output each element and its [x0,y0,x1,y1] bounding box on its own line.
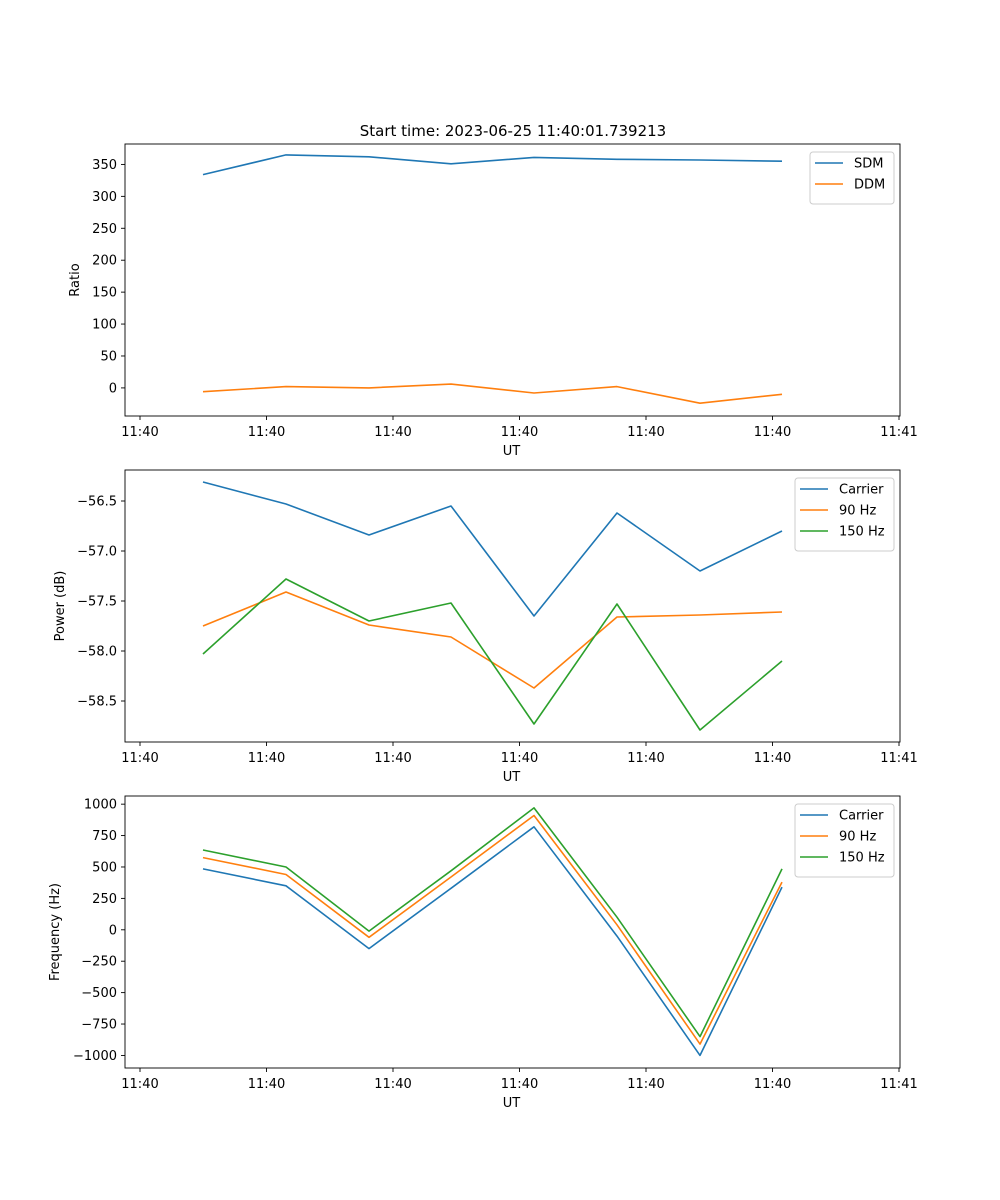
panels: 11:40 11:40 11:40 11:40 11:40 11:40 11:41 UT 0 50… [48,143,918,1111]
x-tick-label: 11:40 [374,425,411,440]
y-tick-label: 0 [109,923,117,938]
y-tick-label: −58.5 [77,695,117,710]
figure-title: Start time: 2023-06-25 11:40:01.739213 [360,122,666,140]
legend: Carrier 90 Hz 150 Hz [794,803,895,878]
legend: SDM DDM [809,151,895,205]
chart-panel-1: 11:40 11:40 11:40 11:40 11:40 11:40 11:41 UT 0 50… [68,143,918,459]
series-line-ddm [202,383,783,405]
legend-label: SDM [854,157,883,172]
legend-box [794,477,895,552]
y-tick-label: −57.5 [77,595,117,610]
x-axis-label: UT [503,770,521,785]
y-tick-label: 0 [109,381,117,396]
x-tick-label: 11:40 [754,1077,791,1092]
series-line-150-hz [202,807,783,1038]
legend-label: 150 Hz [839,525,885,540]
y-tick-label: 50 [100,349,117,364]
legend-label: 150 Hz [839,851,885,866]
y-tick-label: −56.5 [77,495,117,510]
legend-label: 90 Hz [839,504,876,519]
y-tick-label: −250 [81,955,117,970]
x-tick-label: 11:40 [627,1077,664,1092]
x-tick-label: 11:40 [248,751,285,766]
y-tick-label: −1000 [73,1049,117,1064]
legend-label: Carrier [839,809,884,824]
x-tick-label: 11:40 [501,751,538,766]
x-tick-label: 11:40 [754,425,791,440]
legend-box [809,151,895,205]
legend-label: DDM [854,178,885,193]
x-tick-label: 11:40 [248,1077,285,1092]
series-line-150-hz [202,578,783,731]
x-tick-label: 11:40 [121,1077,158,1092]
y-tick-label: 1000 [84,798,117,813]
chart-panel-3: 11:40 11:40 11:40 11:40 11:40 11:40 11:41 UT −10… [48,795,918,1111]
plot-frame [124,795,901,1069]
y-tick-label: −58.0 [77,645,117,660]
plot-frame [124,143,901,417]
x-tick-label: 11:40 [121,751,158,766]
series-line-carrier [202,481,783,617]
y-tick-label: 150 [92,286,117,301]
x-tick-label: 11:40 [627,751,664,766]
x-tick-label: 11:41 [880,751,917,766]
x-tick-label: 11:40 [248,425,285,440]
y-tick-label: 250 [92,892,117,907]
chart-panel-2: 11:40 11:40 11:40 11:40 11:40 11:40 11:41 UT −58… [53,469,918,785]
x-tick-label: 11:40 [501,425,538,440]
x-tick-label: 11:40 [754,751,791,766]
x-tick-label: 11:40 [121,425,158,440]
y-tick-label: 200 [92,254,117,269]
y-tick-label: 750 [92,829,117,844]
y-tick-label: 500 [92,860,117,875]
y-tick-label: 100 [92,318,117,333]
y-tick-label: −750 [81,1018,117,1033]
x-tick-label: 11:41 [880,425,917,440]
x-tick-label: 11:40 [374,1077,411,1092]
y-axis-label: Frequency (Hz) [48,883,63,981]
x-tick-label: 11:40 [501,1077,538,1092]
y-tick-label: 250 [92,222,117,237]
x-tick-label: 11:40 [627,425,664,440]
y-tick-label: 350 [92,158,117,173]
y-tick-label: −57.0 [77,545,117,560]
x-axis-label: UT [503,444,521,459]
x-tick-label: 11:41 [880,1077,917,1092]
x-axis-label: UT [503,1096,521,1111]
y-tick-label: −500 [81,986,117,1001]
y-axis-label: Ratio [68,263,83,296]
series-line-sdm [202,154,783,176]
y-axis-label: Power (dB) [53,571,68,642]
y-tick-label: 300 [92,190,117,205]
legend-label: 90 Hz [839,830,876,845]
legend: Carrier 90 Hz 150 Hz [794,477,895,552]
series-line-90-hz [202,814,783,1045]
legend-box [794,803,895,878]
x-tick-label: 11:40 [374,751,411,766]
legend-label: Carrier [839,483,884,498]
plot-frame [124,469,901,743]
series-line-carrier [202,825,783,1057]
